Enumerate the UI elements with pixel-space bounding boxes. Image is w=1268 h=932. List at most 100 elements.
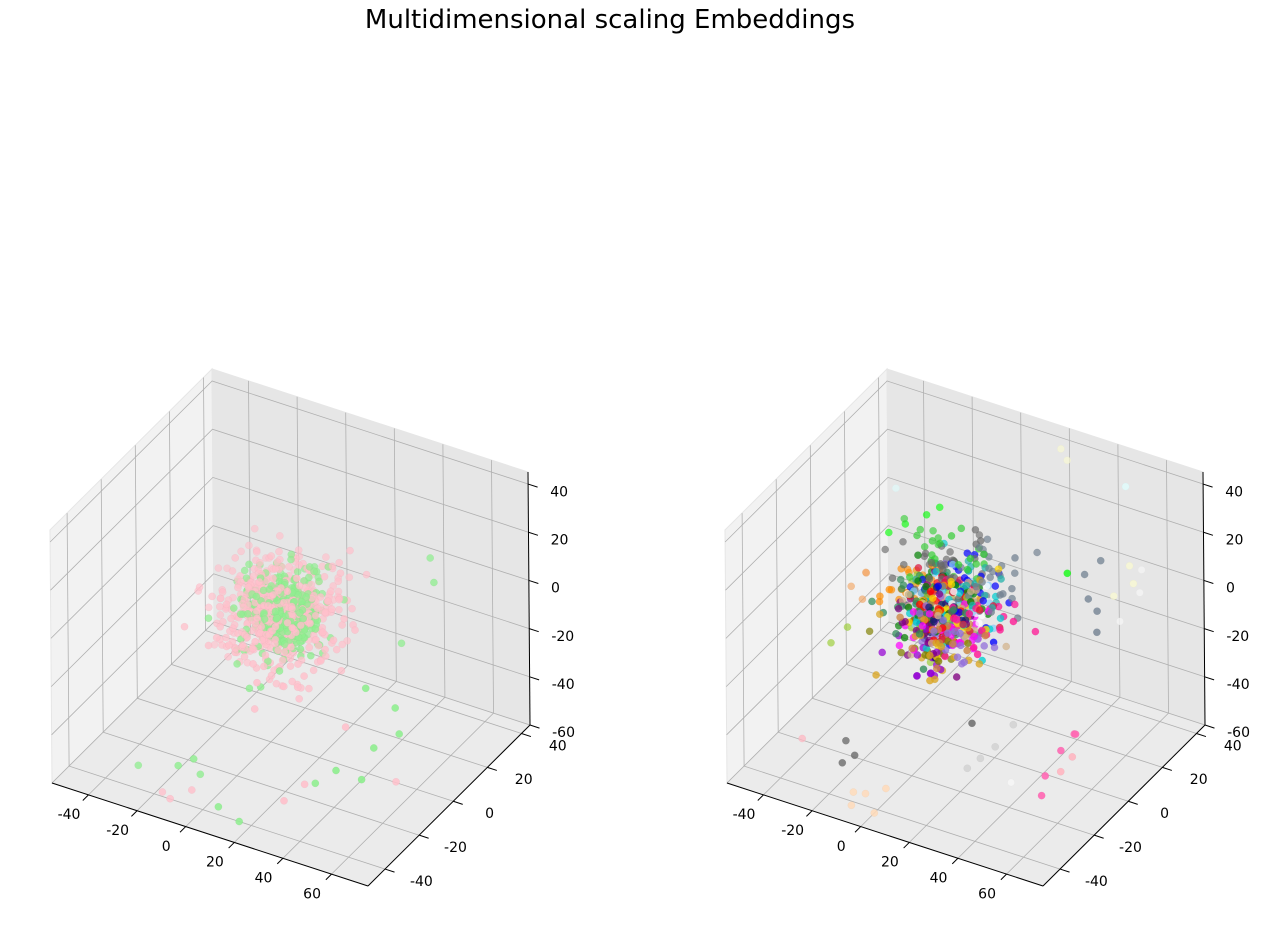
scatter-point <box>842 736 850 745</box>
scatter-point <box>287 555 295 564</box>
scatter-point <box>966 587 975 596</box>
scatter-point <box>310 567 318 576</box>
scatter-point <box>322 553 330 561</box>
x-tick <box>757 794 764 801</box>
z-tick-label: -20 <box>1226 629 1249 645</box>
scatter-point <box>288 624 297 632</box>
scatter-point <box>288 604 296 613</box>
scatter-point <box>983 535 992 544</box>
z-tick-label: -20 <box>551 629 574 645</box>
scatter-point <box>1093 607 1101 616</box>
scatter-point <box>946 548 954 556</box>
x-tick-label: 40 <box>255 871 273 887</box>
scatter-point <box>244 583 253 591</box>
scatter-point <box>274 646 282 655</box>
scatter-point <box>957 524 966 533</box>
scatter-point <box>972 583 981 591</box>
scatter-point <box>250 524 259 533</box>
x-tick-label: 60 <box>303 886 321 902</box>
scatter-point <box>838 759 847 767</box>
scatter-point <box>236 577 245 586</box>
scatter-point <box>329 636 338 645</box>
z-tick-label: -40 <box>1227 677 1250 693</box>
scatter-point <box>271 564 280 573</box>
scatter-point <box>299 614 308 623</box>
scatter-point <box>253 678 261 687</box>
grid-line-z <box>726 573 1205 736</box>
scatter-point <box>918 622 927 630</box>
scatter-point <box>311 779 320 788</box>
scatter-point <box>248 644 257 653</box>
scatter-point <box>260 662 268 671</box>
scatter-point <box>296 621 305 630</box>
scatter-point <box>391 704 400 712</box>
y-tick-label: -20 <box>444 840 467 856</box>
scatter-point <box>252 592 261 601</box>
scatter-point <box>280 640 289 649</box>
scatter-point <box>935 590 944 598</box>
scatter-point <box>922 582 930 591</box>
scatter-point <box>280 797 288 805</box>
scatter-point <box>279 682 288 691</box>
scatter-point <box>300 780 309 789</box>
axis-lines <box>51 471 531 887</box>
scatter-point <box>881 545 889 554</box>
x-tick <box>1000 873 1007 881</box>
scatter-point <box>306 619 314 628</box>
scatter-point <box>827 639 835 647</box>
scatter-point <box>1009 720 1018 729</box>
x-tick <box>951 857 959 865</box>
scatter-point <box>964 639 972 648</box>
scatter-point <box>972 560 981 568</box>
scatter-point <box>196 770 205 779</box>
scatter-point <box>228 567 237 575</box>
scatter-point <box>252 607 261 615</box>
scatter-point <box>362 570 371 579</box>
x-tick <box>276 857 284 865</box>
scatter-point <box>962 581 971 590</box>
scatter-point <box>798 734 806 743</box>
scatter-point <box>1037 791 1046 800</box>
scatter-point <box>858 595 867 604</box>
scatter-point <box>212 633 221 642</box>
scatter-point <box>320 572 329 581</box>
scatter-point <box>952 673 961 681</box>
scatter-point <box>264 601 272 610</box>
scatter-point <box>335 606 343 614</box>
scatter-point <box>900 514 909 523</box>
scatter-point <box>899 560 908 569</box>
scatter-point <box>337 666 346 675</box>
grid-line-z <box>724 380 1204 543</box>
y-tick <box>1094 834 1104 839</box>
scatter-point <box>294 546 303 554</box>
scatter-points <box>134 524 438 826</box>
scatter-point <box>1109 592 1118 600</box>
scatter-point <box>913 531 921 540</box>
scatter-point <box>915 609 924 618</box>
scatter-point <box>963 646 971 655</box>
scatter-point <box>316 657 325 665</box>
scatter-point <box>1033 548 1041 557</box>
scatter-point <box>943 629 952 638</box>
scatter-point <box>231 554 239 562</box>
scatter-point <box>280 648 289 657</box>
scatter-point <box>293 567 302 576</box>
scatter-point <box>991 582 1000 590</box>
y-tick-label: 0 <box>1160 806 1169 822</box>
scatter-point <box>269 574 277 583</box>
scatter-point <box>346 546 354 555</box>
scatter-point <box>1010 600 1019 609</box>
scatter-point <box>195 583 204 591</box>
scatter-point <box>204 603 213 612</box>
scatter-point <box>927 669 935 677</box>
scatter-point <box>255 578 264 586</box>
scatter-point <box>975 543 984 552</box>
scatter-point <box>273 614 281 622</box>
scatter-point <box>912 618 921 627</box>
scatter-point <box>251 637 259 646</box>
scatter-point <box>861 789 870 798</box>
scatter-point <box>225 641 233 649</box>
scatter-point <box>862 568 870 577</box>
z-tick <box>1204 724 1215 729</box>
